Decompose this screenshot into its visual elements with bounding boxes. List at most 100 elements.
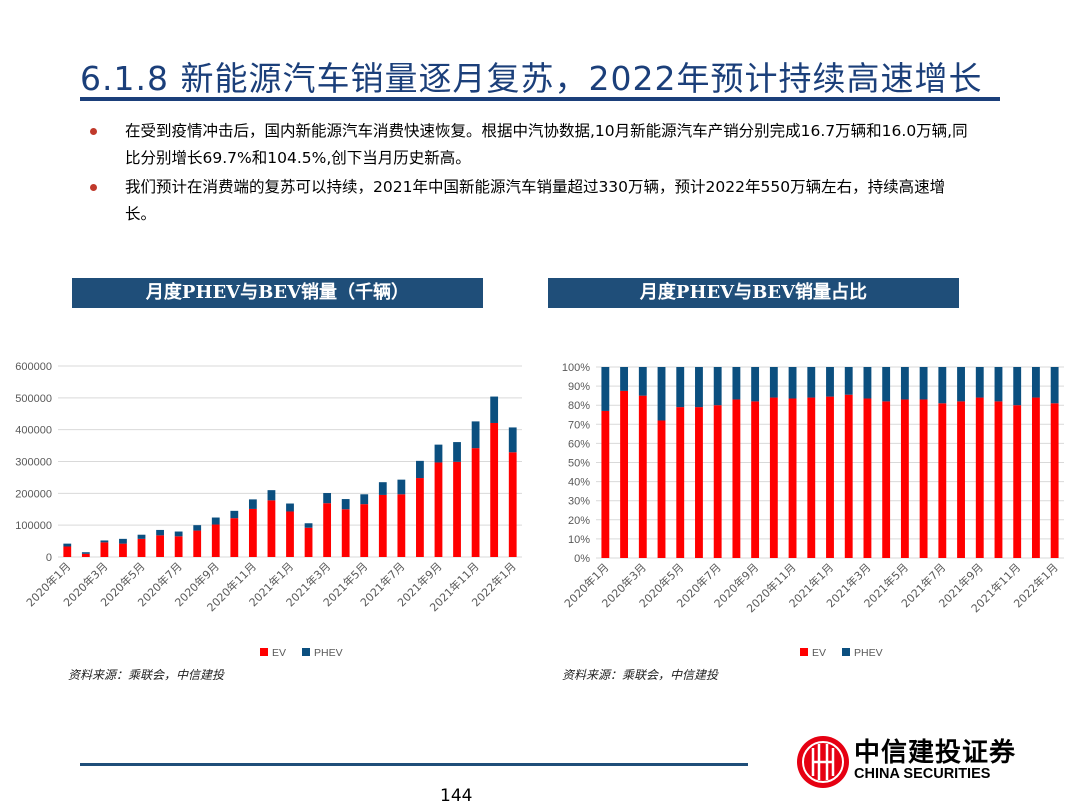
right-chart-ytick-label: 90% <box>568 381 590 393</box>
left-chart-bar-ev <box>323 503 332 557</box>
right-chart-ytick-label: 10% <box>568 534 590 546</box>
left-chart-bar-ev <box>434 462 443 557</box>
right-chart-bar-ev <box>788 398 797 558</box>
left-chart-bar-phev <box>434 444 443 463</box>
right-chart-ytick-label: 30% <box>568 496 590 508</box>
right-chart-bar-ev <box>1031 397 1040 558</box>
bullet-item: 我们预计在消费端的复苏可以持续，2021年中国新能源汽车销量超过330万辆，预计… <box>90 174 970 228</box>
right-chart-ytick-label: 20% <box>568 515 590 527</box>
left-chart-bar-ev <box>378 494 387 557</box>
left-chart-bar-phev <box>490 396 499 423</box>
left-chart-bar-phev <box>63 543 72 547</box>
left-source-note: 资料来源：乘联会，中信建投 <box>68 668 225 682</box>
left-chart-bar-phev <box>304 523 313 528</box>
right-source-note: 资料来源：乘联会，中信建投 <box>562 668 719 682</box>
left-chart-bar-phev <box>81 552 90 554</box>
left-chart-bar-phev <box>378 482 387 495</box>
right-chart-ytick-label: 80% <box>568 400 590 412</box>
right-chart-bar-phev <box>807 367 816 398</box>
right-chart-bar-ev <box>620 390 629 558</box>
left-chart-bar-phev <box>416 460 424 479</box>
right-chart-bar-phev <box>844 367 853 395</box>
page-title: 6.1.8 新能源汽车销量逐月复苏，2022年预计持续高速增长 <box>80 59 983 98</box>
left-chart-legend-swatch-ev <box>260 648 268 656</box>
left-chart-bar-phev <box>193 525 202 531</box>
left-chart-bar-ev <box>174 536 183 557</box>
right-chart-bar-phev <box>620 367 629 391</box>
left-chart-ytick-label: 100000 <box>15 520 52 532</box>
left-chart-bar-ev <box>230 518 239 557</box>
china-securities-logo: 中信建投证券 CHINA SECURITIES <box>796 732 1026 792</box>
left-chart-bar-ev <box>119 543 127 557</box>
right-chart-bar-phev <box>1050 367 1059 404</box>
left-chart-bar-phev <box>267 490 276 501</box>
right-chart-legend-swatch-phev <box>842 648 850 656</box>
bullet-list: 在受到疫情冲击后，国内新能源汽车消费快速恢复。根据中汽协数据,10月新能源汽车产… <box>90 118 970 230</box>
left-chart-bar-ev <box>341 509 350 557</box>
left-chart-bar-phev <box>286 503 294 512</box>
left-chart-bar-ev <box>508 452 517 557</box>
right-chart-bar-phev <box>938 367 947 404</box>
left-chart-bar-ev <box>211 524 220 557</box>
right-chart-bar-ev <box>601 410 610 558</box>
right-chart-bar-ev <box>751 401 760 558</box>
right-chart-ytick-label: 70% <box>568 419 590 431</box>
left-chart-bar-ev <box>193 530 202 557</box>
footer-rule <box>80 763 748 766</box>
right-chart-bar-phev <box>769 367 778 398</box>
right-chart-ytick-label: 40% <box>568 477 590 489</box>
right-chart-bar-ev <box>844 394 853 558</box>
right-chart-ytick-label: 0% <box>574 553 590 565</box>
left-chart-bar-phev <box>137 534 146 539</box>
right-chart-bar-phev <box>1031 367 1040 398</box>
right-chart-ytick-label: 60% <box>568 438 590 450</box>
right-chart-bar-ev <box>1050 403 1059 558</box>
left-chart-bar-phev <box>471 421 480 449</box>
left-chart-legend-label: EV <box>272 647 286 659</box>
right-chart-bar-phev <box>863 367 872 399</box>
left-chart-bar-phev <box>211 517 220 525</box>
right-chart-ytick-label: 100% <box>562 362 590 374</box>
bullet-dot-icon <box>90 184 97 191</box>
left-chart-bar-ev <box>286 511 294 557</box>
right-chart-ytick-label: 50% <box>568 458 590 470</box>
right-chart-legend-label: PHEV <box>854 647 883 659</box>
right-chart-bar-ev <box>938 403 947 558</box>
right-chart-bar-ev <box>863 398 872 558</box>
left-chart-bar-ev <box>397 494 406 557</box>
bullet-item: 在受到疫情冲击后，国内新能源汽车消费快速恢复。根据中汽协数据,10月新能源汽车产… <box>90 118 970 172</box>
right-chart-bar-phev <box>788 367 797 399</box>
right-chart-bar-phev <box>638 367 647 396</box>
right-chart-header: 月度PHEV与BEV销量占比 <box>548 278 959 308</box>
right-chart-bar-phev <box>900 367 909 400</box>
right-chart-legend-label: EV <box>812 647 826 659</box>
left-chart-legend-label: PHEV <box>314 647 343 659</box>
right-chart-legend-swatch-ev <box>800 648 808 656</box>
left-chart-bar-phev <box>230 510 239 519</box>
right-chart-bar-ev <box>882 401 891 558</box>
left-chart-bar-ev <box>267 500 276 557</box>
right-chart-bar-phev <box>957 367 965 402</box>
right-chart-bar-ev <box>994 401 1003 558</box>
citic-emblem-icon <box>797 736 849 788</box>
left-chart-bar-ev <box>360 504 369 557</box>
left-chart-bar-phev <box>248 499 257 509</box>
right-chart-bar-phev <box>1013 367 1022 406</box>
bullet-text: 在受到疫情冲击后，国内新能源汽车消费快速恢复。根据中汽协数据,10月新能源汽车产… <box>125 122 968 167</box>
left-chart-bar-ev <box>416 478 424 557</box>
right-chart-bar-ev <box>638 395 647 558</box>
left-chart-bar-ev <box>490 422 499 557</box>
left-chart-bar-ev <box>304 527 313 557</box>
right-chart-bar-ev <box>900 399 909 558</box>
right-chart-bar-ev <box>695 407 703 558</box>
right-chart-bar-phev <box>676 367 685 408</box>
left-chart-bar-phev <box>174 531 183 537</box>
bullet-dot-icon <box>90 128 97 135</box>
right-chart-bar-phev <box>713 367 722 406</box>
right-chart-bar-ev <box>807 397 816 558</box>
right-chart-bar-ev <box>919 399 928 558</box>
left-chart-ytick-label: 500000 <box>15 393 52 405</box>
right-chart-bar-phev <box>601 367 610 411</box>
right-chart-bar-phev <box>826 367 834 397</box>
